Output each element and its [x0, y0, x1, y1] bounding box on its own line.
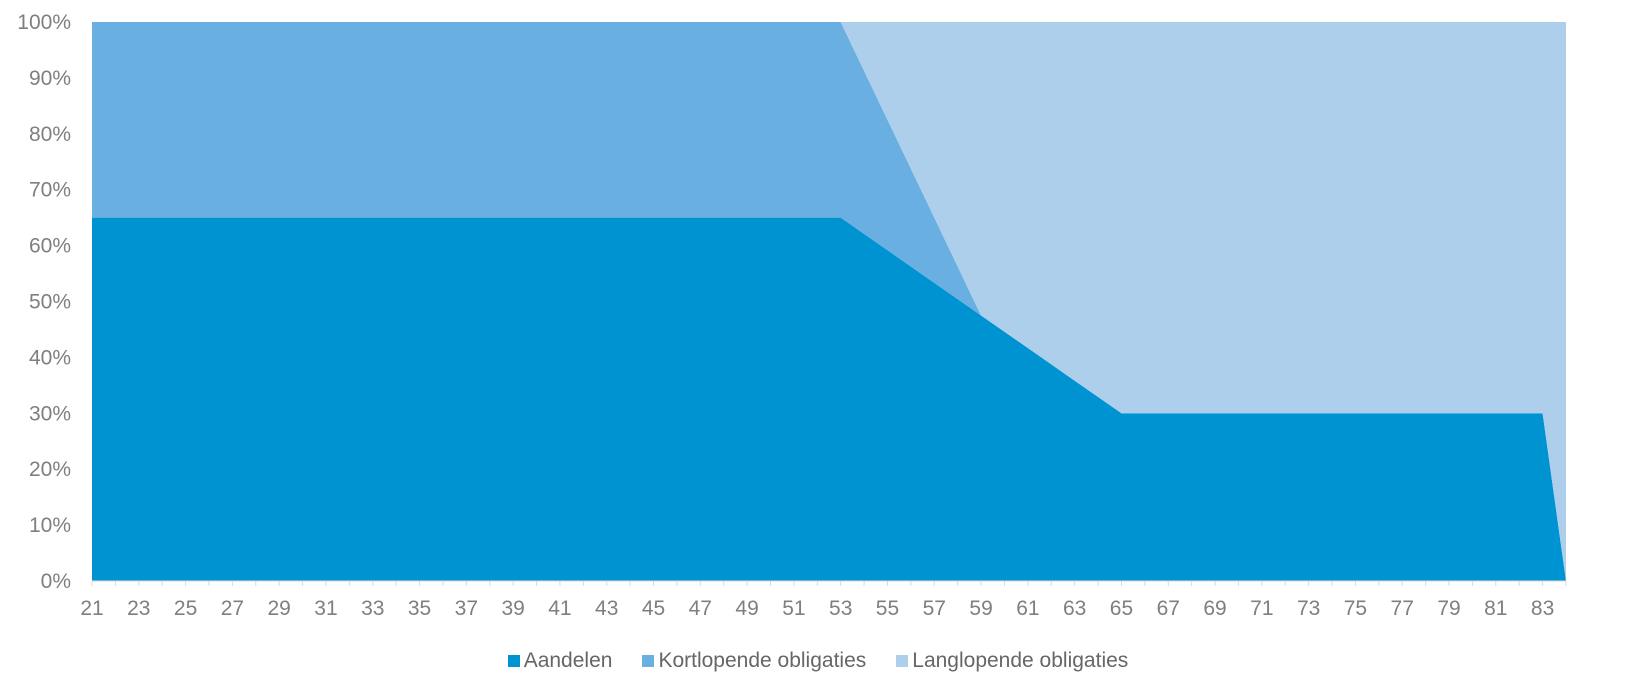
- x-tick-label: 53: [829, 597, 852, 620]
- x-tick-label: 63: [1063, 597, 1086, 620]
- area-series-aandelen: [92, 217, 1566, 581]
- y-tick-label: 50%: [29, 291, 71, 314]
- legend-swatch-langlopende-obligaties: [896, 655, 909, 667]
- x-tick-label: 35: [408, 597, 431, 620]
- x-axis-tick-labels: 21 23 25 27 29 31 33 35 37 39 41 43 45 47 49 51 53 55 57 59…: [80, 597, 1554, 620]
- x-tick-label: 69: [1203, 597, 1226, 620]
- legend-item-aandelen: Aandelen: [507, 649, 613, 673]
- x-tick-label: 77: [1391, 597, 1414, 620]
- series-areas: [92, 22, 1566, 581]
- x-tick-label: 59: [969, 597, 992, 620]
- area-series-kortlopende-obligaties: [92, 22, 1566, 581]
- x-axis: [91, 580, 1567, 586]
- legend-label-langlopende-obligaties: Langlopende obligaties: [912, 649, 1129, 672]
- legend-item-langlopende-obligaties: Langlopende obligaties: [896, 649, 1128, 673]
- legend-item-kortlopende-obligaties: Kortlopende obligaties: [642, 649, 866, 673]
- x-tick-label: 25: [174, 597, 197, 620]
- x-tick-label: 33: [361, 597, 384, 620]
- y-tick-label: 30%: [29, 402, 71, 425]
- area-series-langlopende-obligaties: [92, 22, 1566, 581]
- x-tick-label: 45: [642, 597, 665, 620]
- x-tick-label: 47: [689, 597, 712, 620]
- legend-swatch-aandelen: [507, 655, 520, 667]
- x-tick-label: 61: [1016, 597, 1039, 620]
- y-tick-label: 80%: [29, 123, 71, 146]
- y-tick-label: 100%: [17, 11, 71, 34]
- x-tick-label: 71: [1250, 597, 1273, 620]
- x-tick-label: 73: [1297, 597, 1320, 620]
- x-tick-label: 29: [267, 597, 290, 620]
- legend-label-kortlopende-obligaties: Kortlopende obligaties: [658, 649, 867, 672]
- y-tick-label: 10%: [29, 514, 71, 537]
- y-tick-label: 60%: [29, 235, 71, 258]
- x-tick-label: 81: [1484, 597, 1507, 620]
- x-tick-label: 27: [221, 597, 244, 620]
- y-tick-label: 0%: [41, 570, 71, 593]
- y-axis-tick-labels: 0% 10% 20% 30% 40% 50% 60% 70% 80% 90% 100%: [17, 11, 71, 593]
- x-tick-label: 83: [1531, 597, 1554, 620]
- y-tick-label: 40%: [29, 346, 71, 369]
- x-tick-label: 37: [455, 597, 478, 620]
- x-tick-label: 75: [1344, 597, 1367, 620]
- stacked-area-chart: 0% 10% 20% 30% 40% 50% 60% 70% 80% 90% 100% 21 23 25…: [17, 11, 1567, 620]
- y-tick-label: 90%: [29, 67, 71, 90]
- x-tick-label: 21: [80, 597, 103, 620]
- legend-swatch-kortlopende-obligaties: [642, 655, 655, 667]
- x-tick-label: 49: [735, 597, 758, 620]
- y-tick-label: 20%: [29, 458, 71, 481]
- x-tick-label: 65: [1110, 597, 1133, 620]
- y-tick-label: 70%: [29, 179, 71, 202]
- x-tick-label: 57: [923, 597, 946, 620]
- x-tick-label: 55: [876, 597, 899, 620]
- x-tick-label: 79: [1437, 597, 1460, 620]
- legend-label-aandelen: Aandelen: [523, 649, 613, 672]
- x-tick-label: 41: [548, 597, 571, 620]
- x-tick-label: 43: [595, 597, 618, 620]
- x-tick-label: 23: [127, 597, 150, 620]
- legend: Aandelen Kortlopende obligaties Langlope…: [0, 646, 1636, 676]
- x-tick-label: 31: [314, 597, 337, 620]
- x-tick-label: 67: [1157, 597, 1180, 620]
- x-tick-label: 39: [501, 597, 524, 620]
- x-tick-label: 51: [782, 597, 805, 620]
